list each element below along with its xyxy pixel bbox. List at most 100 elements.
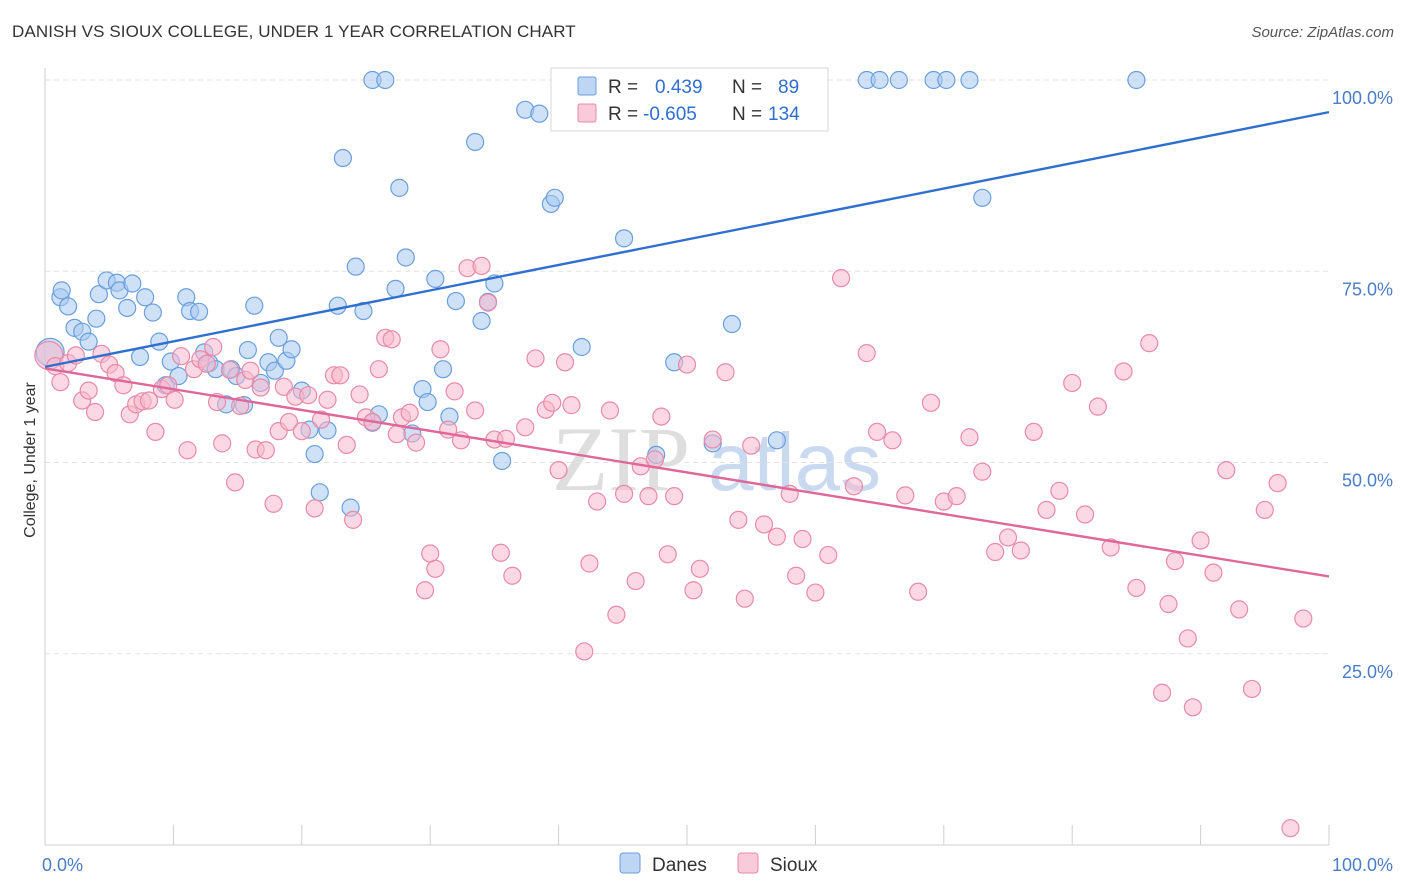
point-danes	[189, 302, 209, 321]
legend-swatch-sioux	[577, 103, 597, 123]
point-sioux	[421, 544, 440, 563]
point-sioux	[658, 545, 677, 564]
point-sioux	[1268, 474, 1287, 493]
point-sioux	[665, 487, 684, 506]
point-sioux	[1050, 481, 1069, 500]
point-danes	[466, 132, 485, 152]
bottom-legend-label-sioux: Sioux	[770, 855, 818, 876]
point-danes	[79, 332, 98, 351]
point-danes	[265, 361, 284, 380]
point-danes	[722, 314, 742, 334]
point-sioux	[172, 347, 191, 366]
point-sioux	[279, 412, 299, 432]
point-sioux	[204, 337, 223, 357]
point-sioux	[344, 510, 363, 529]
bottom-legend-swatch-sioux	[737, 852, 759, 874]
point-sioux	[580, 554, 599, 573]
point-sioux	[729, 510, 748, 529]
point-danes	[328, 296, 347, 315]
point-danes	[89, 285, 109, 304]
point-sioux	[735, 589, 754, 608]
point-sioux	[213, 434, 232, 453]
point-sioux	[382, 330, 401, 349]
point-sioux	[555, 353, 575, 372]
point-danes	[889, 70, 908, 90]
point-sioux	[337, 435, 356, 455]
point-sioux	[431, 340, 450, 359]
series-sioux-points	[34, 256, 1313, 838]
point-danes	[472, 311, 491, 331]
trend-lines	[44, 110, 1330, 578]
point-sioux	[387, 425, 406, 444]
point-danes	[269, 328, 288, 347]
point-sioux	[844, 477, 864, 496]
y-tick-label: 75.0%	[1342, 279, 1393, 299]
point-sioux	[225, 473, 245, 492]
point-sioux	[626, 571, 645, 591]
point-sioux	[883, 431, 902, 450]
legend-n-label-sioux: N =	[732, 104, 762, 125]
point-sioux	[1063, 373, 1082, 393]
point-sioux	[516, 418, 535, 437]
point-danes	[418, 392, 437, 412]
point-sioux	[1204, 563, 1223, 582]
legend-r-value-danes: 0.439	[655, 77, 703, 98]
point-sioux	[1183, 698, 1202, 717]
point-sioux	[819, 545, 838, 565]
point-sioux	[703, 430, 722, 449]
point-sioux	[466, 401, 485, 420]
point-sioux	[806, 583, 825, 602]
point-danes	[52, 281, 71, 300]
legend-r-value-sioux: -0.605	[643, 104, 697, 125]
point-sioux	[331, 366, 350, 385]
point-sioux	[139, 391, 159, 410]
point-danes	[136, 288, 155, 307]
point-danes	[245, 296, 264, 315]
point-danes	[238, 340, 257, 360]
point-danes	[870, 70, 889, 90]
legend-r-label-sioux: R =	[608, 104, 638, 125]
point-danes	[545, 188, 564, 207]
y-tick-label: 50.0%	[1342, 471, 1393, 491]
point-danes	[305, 444, 324, 464]
point-sioux	[146, 422, 165, 441]
point-sioux	[197, 354, 216, 373]
point-sioux	[165, 390, 184, 409]
point-sioux	[1140, 334, 1159, 353]
point-sioux	[503, 566, 522, 585]
point-sioux	[1037, 500, 1056, 520]
point-sioux	[690, 559, 709, 578]
point-sioux	[1011, 541, 1030, 560]
point-sioux	[1114, 362, 1133, 381]
point-sioux	[767, 527, 786, 546]
point-sioux	[274, 377, 293, 396]
legend-box-frame	[550, 67, 829, 132]
legend-n-value-sioux: 134	[768, 104, 800, 125]
point-sioux	[472, 256, 491, 275]
point-sioux	[406, 433, 426, 452]
point-sioux	[909, 582, 928, 601]
point-danes	[767, 431, 786, 450]
point-danes	[396, 248, 415, 267]
y-axis-title: College, Under 1 year	[22, 382, 39, 538]
bottom-legend-swatch-danes	[619, 852, 641, 874]
point-sioux	[793, 529, 812, 549]
x-tick-label: 0.0%	[42, 855, 83, 875]
point-danes	[386, 279, 405, 298]
point-sioux	[716, 363, 735, 382]
point-sioux	[921, 393, 941, 412]
point-sioux	[85, 402, 105, 422]
point-sioux	[575, 642, 594, 661]
point-sioux	[947, 487, 966, 506]
point-danes	[310, 483, 329, 502]
point-danes	[346, 257, 365, 276]
point-sioux	[1075, 505, 1095, 524]
point-sioux	[526, 349, 545, 368]
point-sioux	[973, 462, 992, 481]
point-sioux	[1165, 552, 1185, 571]
point-sioux	[1159, 594, 1178, 614]
legend-r-label-danes: R =	[608, 77, 638, 98]
point-sioux	[549, 461, 568, 480]
point-danes	[530, 104, 549, 123]
x-tick-label: 100.0%	[1332, 855, 1393, 875]
